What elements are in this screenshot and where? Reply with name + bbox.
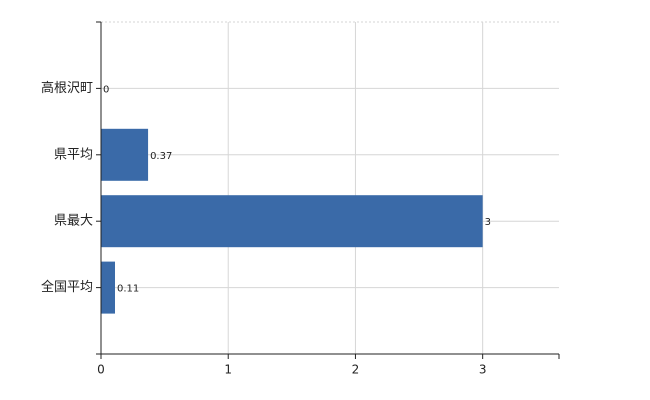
x-tick-label: 0: [97, 363, 105, 377]
bar: [101, 195, 483, 248]
y-tick-label: 全国平均: [41, 279, 93, 295]
value-label: 0.37: [150, 151, 172, 162]
x-tick-label: 2: [352, 363, 360, 377]
value-label: 0: [103, 84, 109, 95]
y-tick-label: 高根沢町: [41, 80, 93, 96]
x-tick-label: 3: [479, 363, 487, 377]
bar: [101, 261, 115, 314]
value-label: 3: [485, 217, 491, 228]
x-tick-label: 1: [224, 363, 232, 377]
bar: [101, 128, 149, 181]
y-tick-label: 県平均: [54, 147, 93, 162]
value-label: 0.11: [117, 284, 139, 295]
y-tick-label: 県最大: [54, 214, 93, 229]
